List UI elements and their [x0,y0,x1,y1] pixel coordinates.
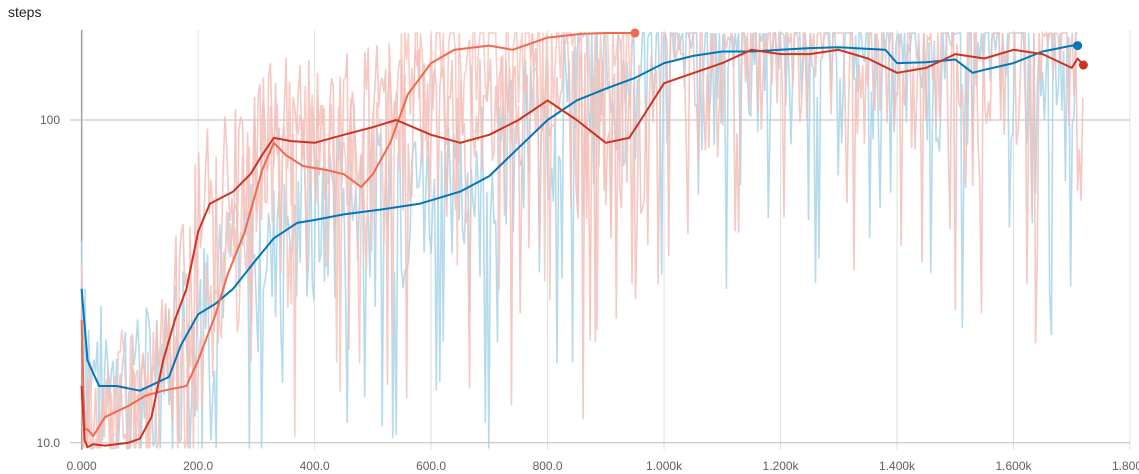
x-tick-label: 400.0 [300,459,330,473]
x-tick-label: 1.600k [996,459,1033,473]
raw-series-line [80,32,635,450]
chart-title: steps [8,4,42,20]
raw-series-line [80,30,1084,450]
x-tick-label: 0.000 [67,459,97,473]
series-end-point [630,28,640,38]
x-tick-label: 600.0 [416,459,446,473]
tick-label-layer: 0.000 200.0 400.0 600.0 800.0 1.000k 1.200k 1.4… [37,113,1139,473]
series-layer [80,28,1088,449]
x-tick-label: 1.000k [646,459,683,473]
x-tick-label: 800.0 [533,459,563,473]
y-tick-label: 10.0 [37,436,61,450]
series-end-point [1078,60,1088,70]
y-tick-label: 100 [40,113,60,127]
series-line [80,32,635,437]
x-tick-label: 200.0 [183,459,213,473]
x-tick-label: 1.800k [1112,459,1139,473]
x-tick-label: 1.200k [763,459,800,473]
series-end-point [1073,41,1083,51]
series-line [80,48,1085,449]
x-tick-label: 1.400k [879,459,916,473]
raw-data-layer [80,30,1084,450]
